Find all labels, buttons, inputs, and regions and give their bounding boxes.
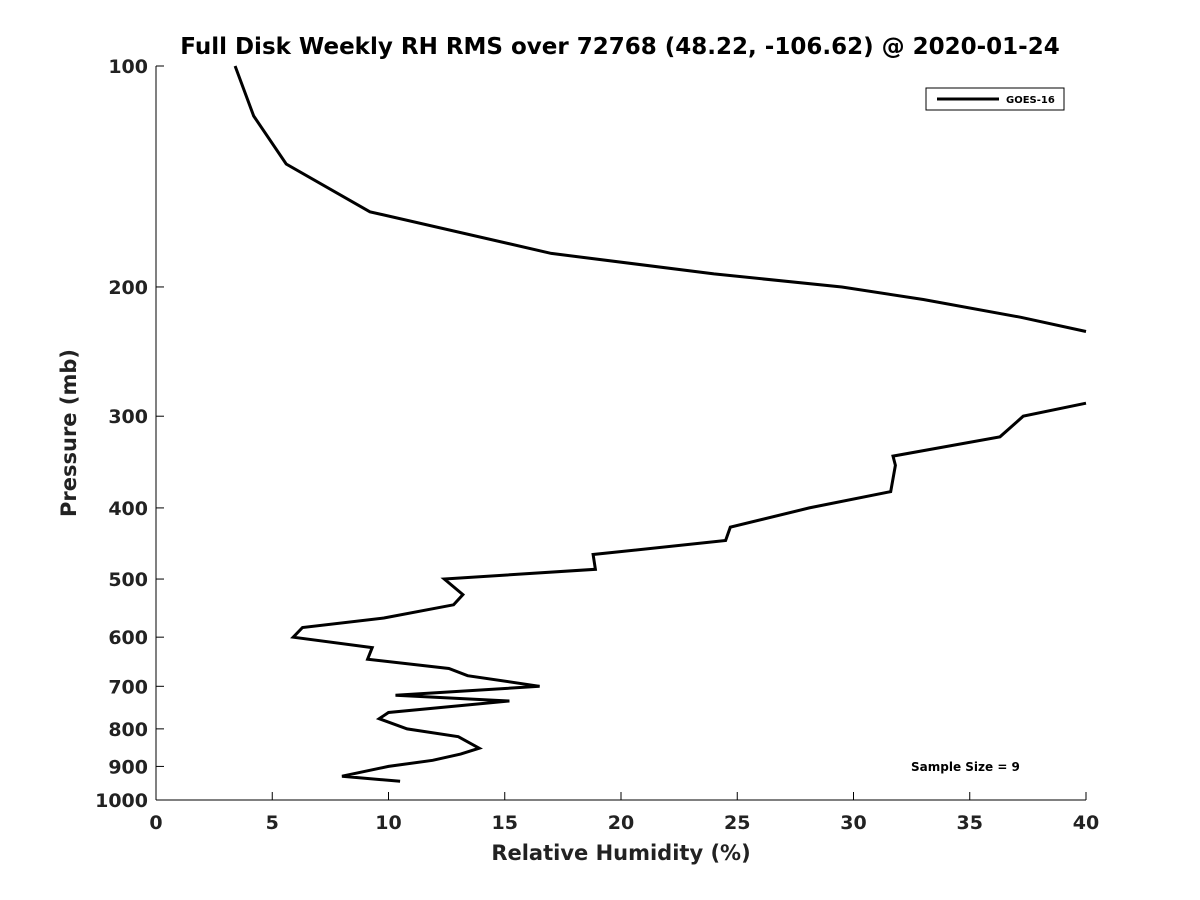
sample-size-note: Sample Size = 9 (911, 760, 1020, 774)
x-tick-label: 20 (608, 812, 634, 834)
y-tick-label: 600 (108, 627, 148, 649)
y-tick-label: 100 (108, 56, 148, 78)
y-tick-label: 800 (108, 719, 148, 741)
legend-label: GOES-16 (1006, 95, 1055, 106)
axes (155, 66, 1086, 801)
y-tick-label: 900 (108, 756, 148, 778)
x-tick-label: 30 (840, 812, 866, 834)
x-tick-label: 15 (492, 812, 518, 834)
chart-title: Full Disk Weekly RH RMS over 72768 (48.2… (180, 34, 1059, 60)
x-axis-label: Relative Humidity (%) (491, 841, 750, 865)
x-tick-label: 35 (957, 812, 983, 834)
y-ticks: 100 200 300 400 500 600 700 800 900 1000 (95, 56, 164, 812)
legend: GOES-16 (925, 87, 1065, 111)
series-line (233, 65, 1087, 333)
series-layer (233, 65, 1087, 783)
y-tick-label: 400 (108, 498, 148, 520)
x-tick-label: 25 (724, 812, 750, 834)
y-axis-label: Pressure (mb) (57, 349, 81, 517)
y-tick-label: 200 (108, 277, 148, 299)
y-tick-label: 1000 (95, 790, 148, 812)
x-tick-label: 10 (375, 812, 401, 834)
x-tick-label: 0 (149, 812, 162, 834)
x-tick-label: 40 (1073, 812, 1099, 834)
y-tick-label: 300 (108, 406, 148, 428)
x-ticks: 0 5 10 15 20 25 30 35 40 (149, 792, 1099, 834)
y-tick-label: 700 (108, 676, 148, 698)
series-line (290, 401, 1087, 783)
y-tick-label: 500 (108, 569, 148, 591)
x-tick-label: 5 (266, 812, 279, 834)
